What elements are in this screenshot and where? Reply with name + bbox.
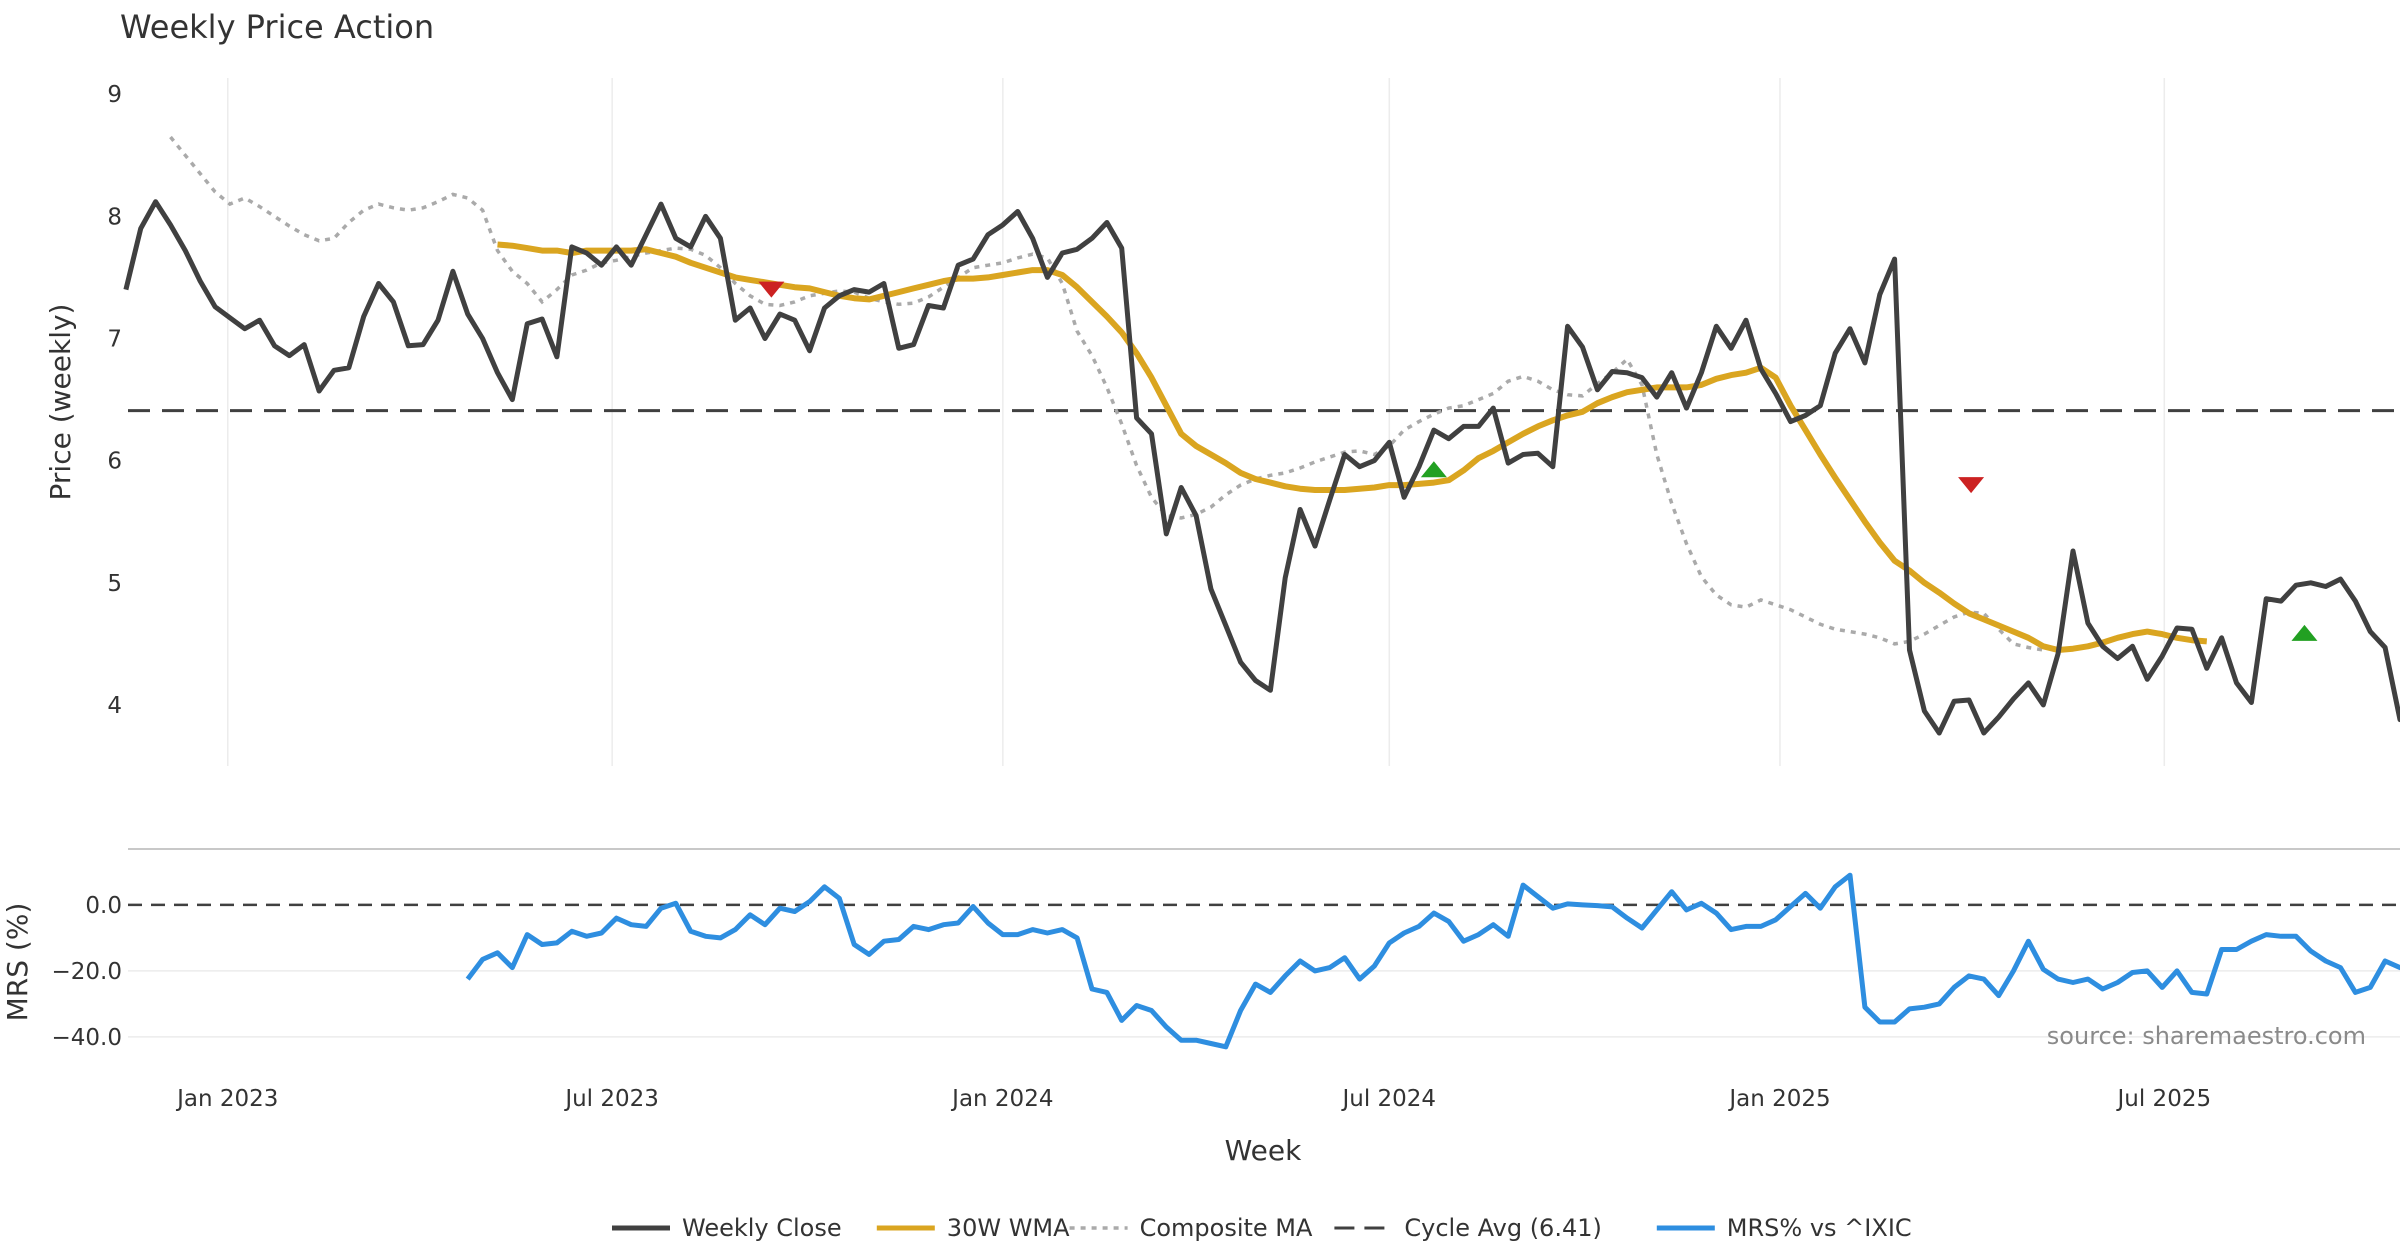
legend-label-4: MRS% vs ^IXIC: [1727, 1214, 1912, 1242]
source-annotation: source: sharemaestro.com: [2047, 1022, 2366, 1050]
mrs-y-tick-2: −40.0: [52, 1025, 122, 1051]
legend-label-0: Weekly Close: [682, 1214, 842, 1242]
price-grid: [227, 78, 2166, 766]
price-y-tick-0: 4: [107, 693, 122, 719]
mrs-y-axis-label: MRS (%): [1, 903, 34, 1022]
mrs-grid: [128, 970, 2400, 1038]
mrs-y-tick-0: 0.0: [85, 893, 122, 919]
composite-ma-line: [169, 135, 2044, 652]
x-tick-2: Jan 2024: [950, 1086, 1053, 1112]
legend-label-1: 30W WMA: [947, 1214, 1070, 1242]
legend-label-3: Cycle Avg (6.41): [1404, 1214, 1601, 1242]
sell-signal-marker-2: [1958, 477, 1985, 494]
buy-signal-marker-1: [1420, 461, 1447, 478]
wma-30w-line: [497, 241, 2208, 653]
mrs-y-ticks: 0.0 −20.0 −40.0: [52, 893, 122, 1051]
x-tick-1: Jul 2023: [563, 1086, 659, 1112]
legend: Weekly Close 30W WMA Composite MA Cycle Avg…: [612, 1214, 1912, 1242]
buy-signal-marker-3: [2291, 624, 2318, 641]
price-y-ticks: 4 5 6 7 8 9: [107, 82, 122, 719]
x-tick-0: Jan 2023: [175, 1086, 278, 1112]
price-y-tick-4: 8: [107, 204, 122, 230]
mrs-y-tick-1: −20.0: [52, 959, 122, 985]
mrs-line: [465, 872, 2400, 1050]
price-y-axis-label: Price (weekly): [44, 304, 77, 501]
price-y-tick-5: 9: [107, 82, 122, 108]
x-tick-4: Jan 2025: [1727, 1086, 1830, 1112]
legend-label-2: Composite MA: [1140, 1214, 1313, 1242]
price-y-tick-2: 6: [107, 449, 122, 475]
signal-markers: [758, 281, 2318, 641]
weekly-close-line: [123, 199, 2400, 736]
price-y-tick-1: 5: [107, 571, 122, 597]
x-axis-label: Week: [1225, 1134, 1302, 1167]
chart-title: Weekly Price Action: [120, 8, 434, 46]
x-axis-ticks: Jan 2023 Jul 2023 Jan 2024 Jul 2024 Jan 2025…: [175, 1086, 2211, 1112]
sell-signal-marker-0: [758, 281, 785, 298]
x-tick-5: Jul 2025: [2116, 1086, 2212, 1112]
price-y-tick-3: 7: [107, 327, 122, 353]
x-tick-3: Jul 2024: [1340, 1086, 1436, 1112]
